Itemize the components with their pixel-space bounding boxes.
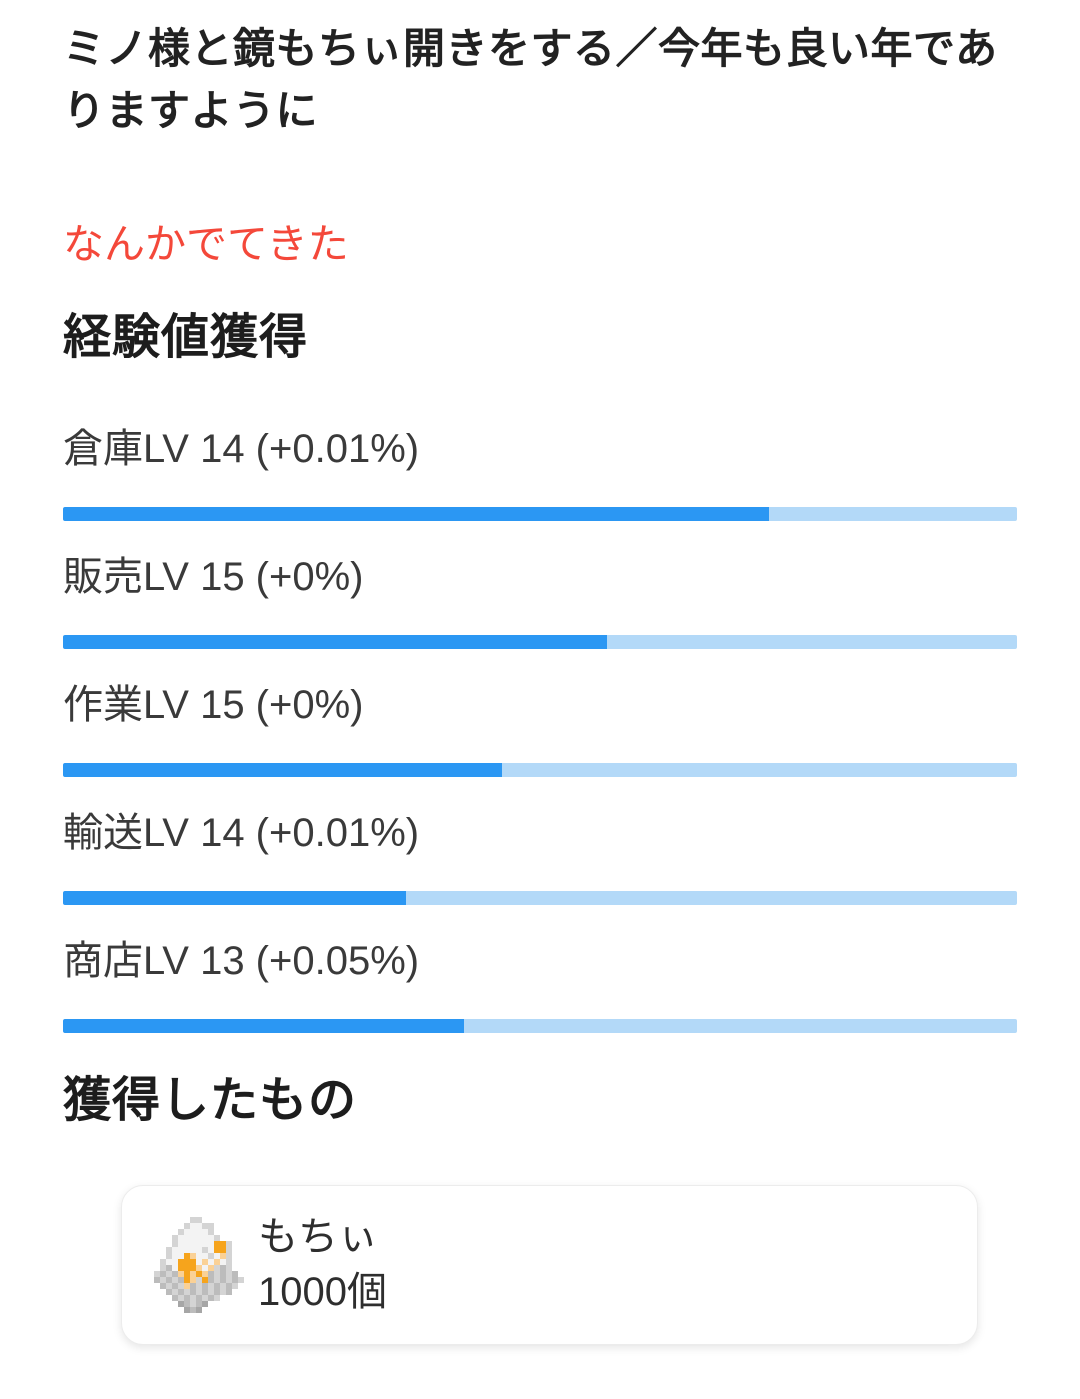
- exp-progress-fill: [63, 1019, 464, 1033]
- item-quantity: 1000個: [258, 1270, 387, 1314]
- skill-exp-label: 輸送LV 14 (+0.01%): [63, 811, 420, 855]
- exp-section-heading: 経験値獲得: [63, 311, 309, 364]
- exp-progress-fill: [63, 635, 607, 649]
- skill-exp-row: 輸送LV 14 (+0.01%): [63, 810, 1017, 905]
- skill-exp-label: 倉庫LV 14 (+0.01%): [63, 427, 420, 471]
- mochi-item-icon: [154, 1217, 244, 1313]
- drop-notice-text: なんかでてきた: [63, 221, 349, 267]
- exp-progress-fill: [63, 507, 769, 521]
- skill-exp-row: 商店LV 13 (+0.05%): [63, 938, 1017, 1033]
- item-text: もちぃ 1000個: [258, 1210, 387, 1320]
- skill-exp-row: 倉庫LV 14 (+0.01%): [63, 426, 1017, 521]
- quest-title: ミノ様と鏡もちぃ開きをする／今年も良い年でありますように: [63, 25, 998, 134]
- skill-exp-label: 商店LV 13 (+0.05%): [63, 939, 420, 983]
- exp-progress-bar: [63, 891, 1017, 905]
- obtained-section-heading: 獲得したもの: [63, 1074, 358, 1127]
- exp-progress-fill: [63, 891, 407, 905]
- skill-exp-label: 販売LV 15 (+0%): [63, 555, 364, 599]
- exp-progress-bar: [63, 507, 1017, 521]
- exp-list: 倉庫LV 14 (+0.01%) 販売LV 15 (+0%) 作業LV 15 (…: [63, 426, 1017, 1033]
- skill-exp-row: 販売LV 15 (+0%): [63, 554, 1017, 649]
- skill-exp-label: 作業LV 15 (+0%): [63, 683, 364, 727]
- quest-result-page: ミノ様と鏡もちぃ開きをする／今年も良い年でありますように なんかでてきた 経験値…: [63, 25, 1017, 1345]
- exp-progress-bar: [63, 763, 1017, 777]
- exp-progress-bar: [63, 635, 1017, 649]
- obtained-item-card[interactable]: もちぃ 1000個: [121, 1185, 978, 1345]
- exp-progress-bar: [63, 1019, 1017, 1033]
- skill-exp-row: 作業LV 15 (+0%): [63, 682, 1017, 777]
- item-name: もちぃ: [258, 1215, 378, 1259]
- exp-progress-fill: [63, 763, 502, 777]
